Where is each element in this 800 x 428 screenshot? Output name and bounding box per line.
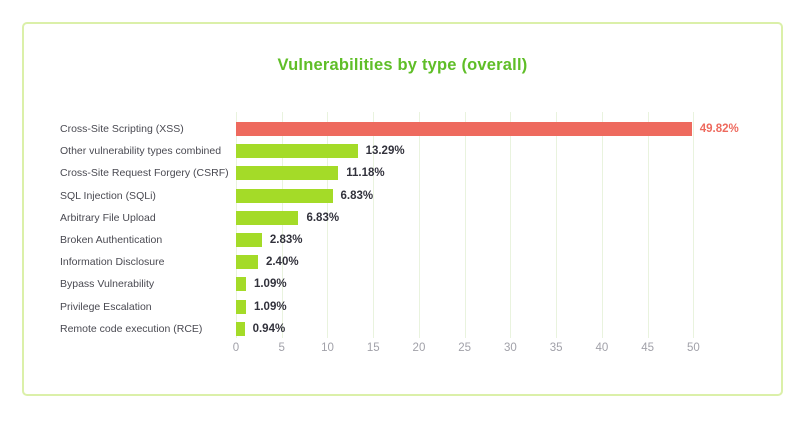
chart-row: SQL Injection (SQLi) 6.83% [60,185,773,207]
bar-track: 13.29% [236,144,773,159]
bar-track: 0.94% [236,321,773,336]
plot-gridlines [236,112,714,338]
x-tick-label: 50 [686,342,700,354]
x-tick-label: 45 [641,342,655,354]
chart-row: Information Disclosure 2.40% [60,251,773,273]
value-label: 6.83% [340,189,374,202]
bar [236,299,246,314]
bar-track: 6.83% [236,210,773,225]
gridline [418,112,420,338]
gridline [601,112,603,338]
category-label: Broken Authentication [60,234,163,247]
bar-track: 1.09% [236,277,773,292]
chart-row: Broken Authentication 2.83% [60,229,773,251]
gridline [281,112,283,338]
x-tick-label: 20 [412,342,426,354]
gridline [693,112,695,338]
bar [236,188,333,203]
x-tick-label: 30 [504,342,517,354]
value-label: 13.29% [365,145,405,158]
gridline [236,112,237,338]
gridline [556,112,558,338]
category-label: Cross-Site Scripting (XSS) [60,123,184,136]
chart-row: Cross-Site Scripting (XSS) 49.82% [60,118,773,140]
gridline [510,112,512,338]
gridline [647,112,649,338]
chart-row: Privilege Escalation 1.09% [60,296,773,318]
bar [236,277,246,292]
x-tick-label: 25 [458,342,472,354]
gridline [373,112,375,338]
value-label: 49.82% [699,123,739,136]
category-label: Other vulnerability types combined [60,145,222,158]
gridline [327,112,329,338]
value-label: 11.18% [346,167,385,180]
chart-title: Vulnerabilities by type (overall) [277,56,528,74]
value-label: 6.83% [306,211,340,224]
chart-row: Arbitrary File Upload 6.83% [60,207,773,229]
bar [236,144,358,159]
chart-row: Remote code execution (RCE) 0.94% [60,318,773,340]
bar-track: 2.40% [236,255,773,270]
value-label: 2.83% [269,234,303,247]
value-label: 1.09% [253,278,287,291]
x-axis: 0 5 10 15 20 25 30 35 40 45 50 [232,342,714,358]
category-label: SQL Injection (SQLi) [60,189,156,202]
bar-track: 49.82% [236,122,773,137]
bar-track: 11.18% [236,166,773,181]
bar [236,166,339,181]
bar [236,255,258,270]
chart-row: Other vulnerability types combined 13.29% [60,140,773,162]
bar [236,233,262,248]
chart-row: Cross-Site Request Forgery (CSRF) 11.18% [60,162,773,184]
bar-track: 2.83% [236,233,773,248]
x-tick-label: 35 [549,342,563,354]
chart-card: Vulnerabilities by type (overall) Cross-… [22,22,783,396]
category-label: Bypass Vulnerability [60,278,155,291]
x-tick-label: 0 [232,342,240,354]
bar-track: 6.83% [236,188,773,203]
x-tick-label: 10 [321,342,334,354]
gridline [464,112,466,338]
x-tick-label: 15 [366,342,380,354]
x-tick-label: 40 [595,342,609,354]
bar-track: 1.09% [236,299,773,314]
category-label: Information Disclosure [60,256,165,269]
chart-row: Bypass Vulnerability 1.09% [60,273,773,295]
bar [236,321,245,336]
value-label: 0.94% [252,322,286,335]
value-label: 1.09% [253,300,287,313]
category-label: Cross-Site Request Forgery (CSRF) [60,167,229,180]
x-tick-label: 5 [278,342,285,354]
category-label: Remote code execution (RCE) [60,322,203,335]
bar [236,210,299,225]
value-label: 2.40% [265,256,299,269]
category-label: Arbitrary File Upload [60,211,156,224]
bar [236,122,692,137]
bar-rows: Cross-Site Scripting (XSS) 49.82% Other vu… [60,118,773,340]
category-label: Privilege Escalation [60,300,152,313]
